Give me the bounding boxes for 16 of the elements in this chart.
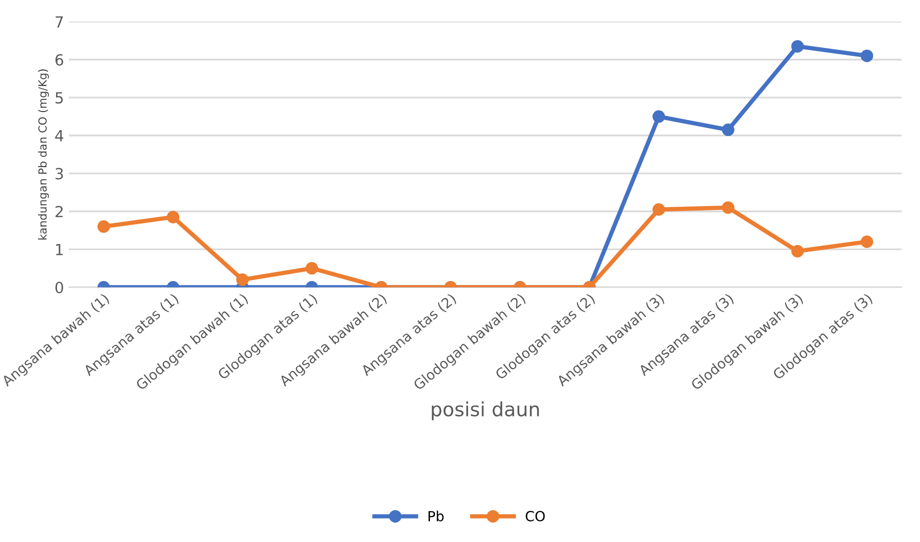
y-tick-label: 2 xyxy=(56,206,63,218)
y-tick-label: 1 xyxy=(56,244,63,256)
point xyxy=(791,40,804,53)
point xyxy=(722,124,734,136)
legend-label: Pb xyxy=(428,510,444,522)
point xyxy=(652,110,666,123)
y-tick-label: 5 xyxy=(56,92,63,104)
y-tick-label: 6 xyxy=(55,54,64,66)
y-tick-label: 3 xyxy=(56,168,63,180)
point xyxy=(860,50,874,62)
legend-label: CO xyxy=(526,510,545,522)
y-axis-title: kandungan Pb dan CO (mg/Kg) xyxy=(38,69,49,240)
y-tick-label: 7 xyxy=(56,16,63,28)
y-tick-label: 0 xyxy=(55,282,64,294)
y-tick-label: 4 xyxy=(55,130,64,142)
x-axis-title: posisi daun xyxy=(432,401,539,420)
